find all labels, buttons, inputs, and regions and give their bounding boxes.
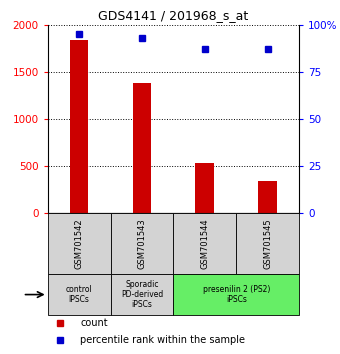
Text: count: count [80,318,108,328]
Text: presenilin 2 (PS2)
iPSCs: presenilin 2 (PS2) iPSCs [203,285,270,304]
Text: Sporadic
PD-derived
iPSCs: Sporadic PD-derived iPSCs [121,280,163,309]
Bar [173,213,236,274]
Bar [110,274,173,315]
Bar [236,213,299,274]
Title: GDS4141 / 201968_s_at: GDS4141 / 201968_s_at [98,9,249,22]
Text: GSM701544: GSM701544 [200,218,209,269]
Bar [70,40,88,213]
Text: GSM701542: GSM701542 [74,218,84,269]
Bar [133,82,151,213]
Text: GSM701543: GSM701543 [137,218,147,269]
Bar [48,213,110,274]
Bar [195,163,214,213]
Text: percentile rank within the sample: percentile rank within the sample [80,336,245,346]
Text: control
IPSCs: control IPSCs [66,285,92,304]
Bar [110,213,173,274]
Text: GSM701545: GSM701545 [263,218,272,269]
Bar [48,274,110,315]
Bar [258,181,277,213]
Bar [173,274,299,315]
